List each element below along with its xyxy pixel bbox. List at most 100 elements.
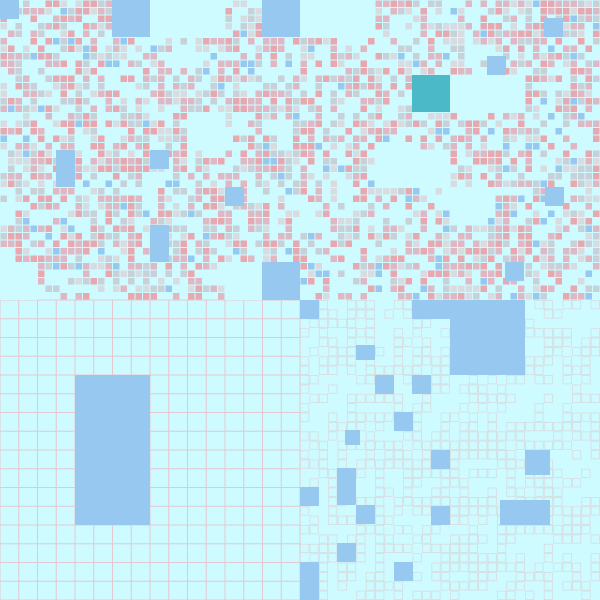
tile[interactable]	[458, 270, 465, 278]
tile[interactable]	[225, 113, 233, 120]
mesh-cell[interactable]	[562, 375, 572, 385]
tile[interactable]	[488, 180, 495, 188]
tile[interactable]	[75, 240, 83, 248]
mesh-cell[interactable]	[431, 365, 441, 375]
mesh-cell[interactable]	[375, 515, 385, 525]
mesh-cell[interactable]	[318, 337, 329, 347]
tile[interactable]	[278, 233, 285, 240]
tile[interactable]	[458, 30, 465, 38]
tile[interactable]	[38, 23, 45, 30]
tile[interactable]	[533, 128, 540, 135]
tile[interactable]	[450, 113, 458, 120]
tile[interactable]	[323, 38, 330, 45]
tile[interactable]	[90, 53, 98, 60]
tile[interactable]	[548, 263, 555, 270]
tile[interactable]	[473, 293, 480, 300]
tile[interactable]	[225, 210, 233, 218]
tile[interactable]	[420, 225, 428, 233]
tile[interactable]	[428, 240, 435, 248]
tile[interactable]	[405, 218, 413, 225]
tile[interactable]	[203, 165, 210, 173]
tile[interactable]	[105, 195, 113, 203]
mesh-cell[interactable]	[309, 525, 319, 535]
mesh-cell[interactable]	[421, 459, 432, 469]
mesh-cell[interactable]	[450, 543, 460, 554]
mesh-cell[interactable]	[487, 562, 497, 572]
tile[interactable]	[458, 240, 465, 248]
tile[interactable]	[375, 15, 383, 23]
mesh-cell[interactable]	[543, 478, 554, 488]
tile[interactable]	[195, 158, 203, 165]
tile[interactable]	[248, 30, 255, 38]
tile[interactable]	[480, 150, 488, 158]
tile[interactable]	[173, 173, 180, 180]
tile[interactable]	[525, 248, 533, 255]
tile[interactable]	[315, 293, 323, 300]
tile[interactable]	[278, 38, 285, 45]
tile[interactable]	[285, 158, 293, 165]
tile[interactable]	[45, 150, 53, 158]
tile[interactable]	[330, 255, 338, 263]
tile[interactable]	[23, 120, 30, 128]
mesh-cell[interactable]	[421, 496, 432, 507]
tile[interactable]	[555, 98, 563, 105]
tile[interactable]	[255, 218, 263, 225]
tile[interactable]	[83, 53, 90, 60]
mesh-cell[interactable]	[318, 543, 329, 554]
mesh-cell[interactable]	[543, 393, 554, 404]
tile[interactable]	[255, 98, 263, 105]
mesh-cell[interactable]	[450, 553, 460, 563]
tile[interactable]	[525, 30, 533, 38]
tile[interactable]	[413, 293, 420, 300]
tile[interactable]	[593, 248, 600, 255]
tile[interactable]	[593, 158, 600, 165]
tile[interactable]	[263, 180, 270, 188]
tile[interactable]	[255, 23, 263, 30]
tile[interactable]	[83, 180, 90, 188]
mesh-cell[interactable]	[562, 562, 572, 572]
tile[interactable]	[420, 248, 428, 255]
tile[interactable]	[60, 143, 68, 150]
tile[interactable]	[30, 255, 38, 263]
tile[interactable]	[585, 83, 593, 90]
tile[interactable]	[315, 180, 323, 188]
mesh-cell[interactable]	[403, 459, 413, 469]
tile[interactable]	[23, 180, 30, 188]
tile[interactable]	[240, 150, 248, 158]
tile[interactable]	[413, 195, 420, 203]
tile[interactable]	[510, 210, 518, 218]
mesh-cell[interactable]	[450, 440, 460, 450]
tile[interactable]	[383, 225, 390, 233]
tile[interactable]	[98, 248, 105, 255]
tile[interactable]	[375, 98, 383, 105]
mesh-cell[interactable]	[553, 431, 563, 441]
tile[interactable]	[300, 120, 308, 128]
flagged-block[interactable]	[262, 0, 300, 37]
tile[interactable]	[165, 180, 173, 188]
tile[interactable]	[413, 188, 420, 195]
tile[interactable]	[210, 263, 218, 270]
mesh-cell[interactable]	[375, 581, 385, 591]
flagged-block[interactable]	[525, 450, 550, 475]
tile[interactable]	[375, 90, 383, 98]
tile[interactable]	[293, 150, 300, 158]
tile[interactable]	[435, 60, 443, 68]
tile[interactable]	[488, 150, 495, 158]
tile[interactable]	[45, 38, 53, 45]
tile[interactable]	[548, 255, 555, 263]
tile[interactable]	[188, 293, 195, 300]
mesh-cell[interactable]	[328, 431, 338, 441]
mesh-cell[interactable]	[562, 525, 572, 535]
tile[interactable]	[75, 248, 83, 255]
tile[interactable]	[23, 8, 30, 15]
tile[interactable]	[158, 135, 165, 143]
tile[interactable]	[578, 173, 585, 180]
mesh-cell[interactable]	[506, 478, 516, 488]
mesh-cell[interactable]	[365, 375, 375, 385]
tile[interactable]	[518, 150, 525, 158]
tile[interactable]	[23, 105, 30, 113]
mesh-cell[interactable]	[496, 459, 507, 469]
tile[interactable]	[510, 68, 518, 75]
tile[interactable]	[548, 240, 555, 248]
tile[interactable]	[428, 285, 435, 293]
